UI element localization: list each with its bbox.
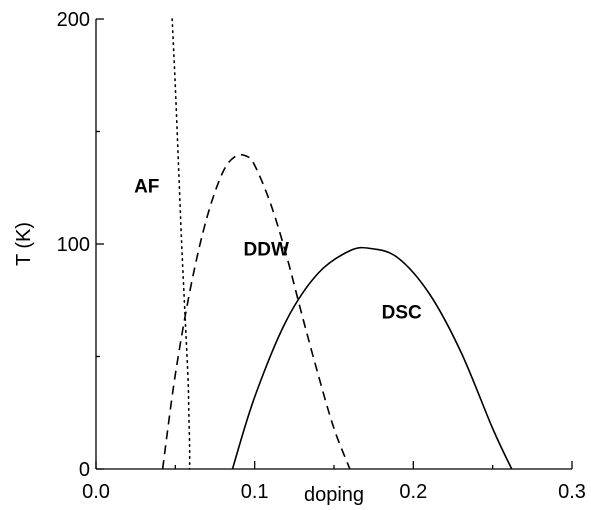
x-tick-label: 0.0 xyxy=(82,481,110,503)
region-label-dsc: DSC xyxy=(382,302,422,323)
region-label-ddw: DDW xyxy=(244,239,289,260)
curves xyxy=(163,19,512,469)
x-tick-label: 0.1 xyxy=(241,481,269,503)
y-tick-label: 0 xyxy=(79,459,90,481)
ddw-dashed-curve xyxy=(163,155,350,469)
y-axis-label: T (K) xyxy=(13,222,35,266)
y-tick-label: 100 xyxy=(57,234,90,256)
x-axis-label: doping xyxy=(304,484,364,506)
region-label-af: AF xyxy=(134,176,159,197)
x-tick-label: 0.3 xyxy=(558,481,586,503)
x-tick-label: 0.2 xyxy=(399,481,427,503)
ticks: 0.0 0.1 0.2 0.3 0 100 200 xyxy=(57,9,586,503)
dsc-solid-curve xyxy=(232,248,511,469)
y-tick-label: 200 xyxy=(57,9,90,31)
axes xyxy=(96,19,572,469)
af-dotted-boundary xyxy=(172,19,190,469)
